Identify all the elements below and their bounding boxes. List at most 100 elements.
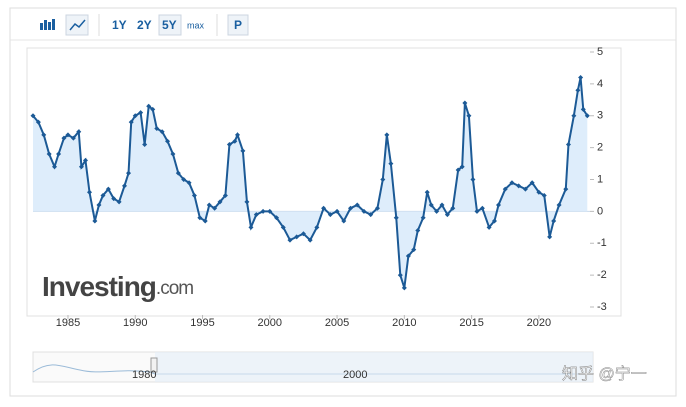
point — [361, 208, 367, 214]
x-tick-label: 2015 — [459, 317, 483, 329]
point — [235, 132, 241, 138]
point — [142, 141, 148, 147]
y-tick-label: 4 — [597, 78, 603, 90]
range-button[interactable]: 1Y — [112, 18, 127, 32]
point — [232, 138, 238, 144]
point — [474, 208, 480, 214]
point — [78, 164, 84, 170]
point — [76, 129, 82, 135]
range-button[interactable]: max — [187, 20, 205, 30]
point — [70, 135, 76, 141]
point — [202, 218, 208, 224]
point — [354, 202, 360, 208]
range-button[interactable]: 2Y — [137, 18, 152, 32]
point — [415, 228, 421, 233]
point — [132, 113, 138, 119]
point — [46, 151, 52, 157]
x-tick-label: 1995 — [190, 317, 214, 329]
y-tick-label: 2 — [597, 142, 603, 154]
point — [334, 208, 340, 214]
point — [584, 113, 590, 119]
point — [186, 180, 192, 186]
point — [116, 199, 122, 205]
point — [466, 113, 472, 119]
point — [191, 192, 197, 198]
point — [450, 205, 456, 211]
point — [444, 212, 450, 218]
point — [35, 119, 41, 125]
range-button-active[interactable] — [158, 14, 182, 36]
y-tick-label: 1 — [597, 173, 603, 185]
x-tick-label: 2005 — [325, 317, 349, 329]
point — [455, 167, 461, 173]
point — [96, 202, 102, 208]
point — [575, 87, 581, 93]
point — [181, 177, 187, 182]
point — [411, 247, 417, 253]
point — [424, 189, 430, 195]
point — [105, 186, 111, 192]
y-tick-label: -3 — [597, 301, 607, 313]
point — [240, 148, 246, 154]
point — [217, 199, 223, 205]
point — [111, 196, 117, 202]
point — [529, 180, 535, 186]
point — [294, 234, 300, 240]
point — [41, 132, 47, 138]
point — [405, 253, 411, 259]
point — [462, 100, 468, 106]
point — [61, 135, 67, 141]
navigator-label: 2000 — [343, 369, 367, 381]
point — [307, 237, 313, 243]
point — [439, 202, 445, 208]
line-icon — [69, 19, 86, 31]
logo: Investing.com — [42, 271, 193, 302]
point — [82, 157, 88, 163]
point — [397, 272, 403, 278]
navigator-label: 1980 — [132, 369, 156, 381]
point — [226, 141, 232, 147]
point — [87, 189, 93, 195]
point — [197, 215, 203, 221]
p-button[interactable] — [227, 14, 249, 36]
point — [150, 106, 156, 112]
point — [434, 208, 440, 214]
point — [536, 189, 542, 195]
range-button[interactable]: 5Y — [162, 18, 177, 32]
point — [300, 231, 306, 237]
point — [212, 205, 218, 211]
point — [428, 202, 434, 208]
y-tick-label: 5 — [597, 46, 603, 58]
point — [267, 208, 273, 214]
point — [65, 132, 71, 138]
point — [509, 180, 515, 186]
x-tick-label: 2010 — [392, 317, 416, 329]
point — [393, 215, 399, 221]
point — [274, 215, 280, 221]
point — [578, 75, 584, 80]
point — [491, 218, 497, 224]
point — [287, 237, 293, 243]
y-tick-label: 3 — [597, 110, 603, 122]
point — [551, 218, 557, 224]
point — [547, 234, 553, 240]
plot-frame — [26, 47, 622, 317]
point — [374, 205, 380, 211]
point — [52, 164, 58, 170]
point — [479, 205, 485, 211]
point — [260, 208, 266, 214]
point — [128, 119, 134, 125]
point — [486, 224, 492, 230]
point — [470, 177, 476, 182]
logo-name: Investing — [42, 271, 156, 302]
y-tick-label: -1 — [597, 237, 607, 249]
bar-icon[interactable] — [40, 19, 55, 30]
point — [30, 113, 36, 119]
navigator-window[interactable] — [155, 352, 593, 382]
navigator-handle[interactable] — [150, 357, 158, 373]
point — [244, 199, 250, 205]
x-tick-label: 2000 — [258, 317, 282, 329]
point — [502, 186, 508, 192]
point — [384, 132, 390, 138]
point — [563, 186, 569, 192]
